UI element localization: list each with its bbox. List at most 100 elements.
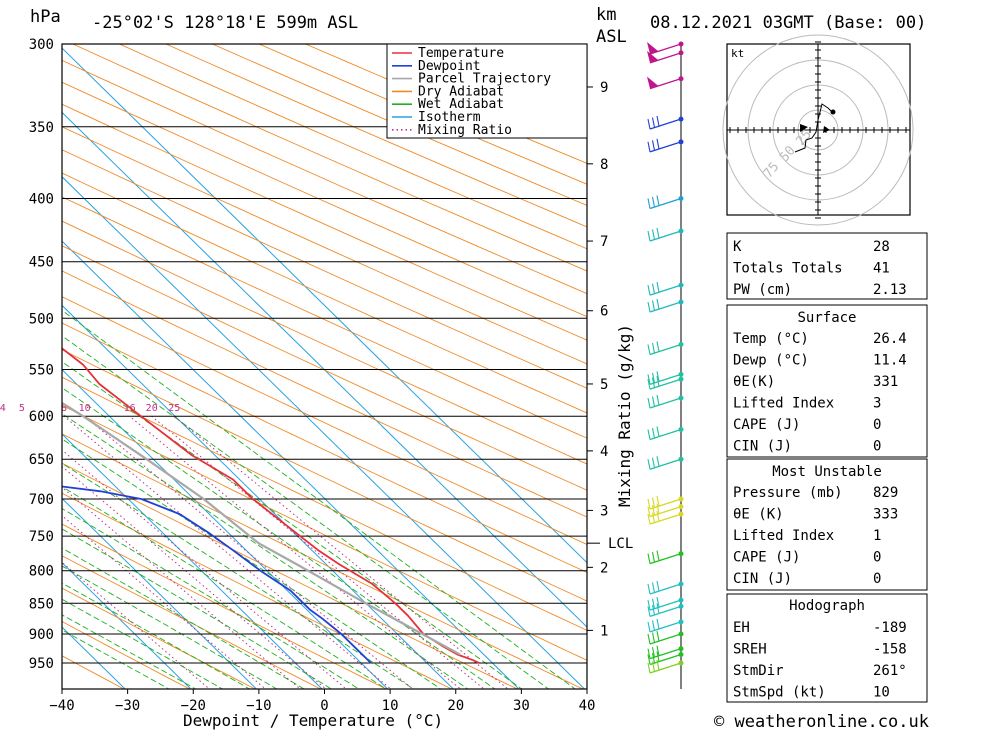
wind-barb-feather xyxy=(656,298,660,310)
isotherm-line xyxy=(62,561,192,689)
pressure-tick-label: 650 xyxy=(29,452,54,468)
wind-barb-feather xyxy=(651,582,656,593)
km-tick-label: 4 xyxy=(600,444,608,460)
index-label: CAPE (J) xyxy=(733,550,800,566)
pressure-tick-label: 600 xyxy=(29,409,54,425)
wind-barb-feather xyxy=(656,645,660,656)
asl-unit: ASL xyxy=(596,27,627,47)
wind-barb-feather xyxy=(656,651,660,662)
index-value: 26.4 xyxy=(873,331,907,347)
wet-adiabat-line xyxy=(62,598,224,689)
hodograph-unit: kt xyxy=(731,47,744,60)
index-value: 41 xyxy=(873,261,890,277)
wind-barb-shaft xyxy=(649,284,682,296)
wind-barb-shaft xyxy=(649,397,682,409)
wind-barb-feather xyxy=(656,426,660,437)
wind-barb-feather xyxy=(651,652,656,664)
x-tick-label: −30 xyxy=(115,698,140,714)
wet-adiabat-line xyxy=(62,614,197,689)
wet-adiabat-line xyxy=(62,387,496,689)
pressure-tick-label: 700 xyxy=(29,492,54,508)
wind-barb-feather xyxy=(651,604,656,616)
table-box xyxy=(726,304,928,458)
pressure-tick-label: 550 xyxy=(29,363,54,379)
wind-barb-shaft xyxy=(649,52,682,64)
wind-barb-shaft xyxy=(649,230,682,242)
wind-barb-shaft xyxy=(649,118,682,130)
table-box xyxy=(726,232,928,300)
isotherm-line xyxy=(62,433,323,689)
index-value: 11.4 xyxy=(873,353,907,369)
pressure-tick-label: 400 xyxy=(29,192,54,208)
dry-adiabat-line xyxy=(62,587,257,689)
wind-barb-pennant xyxy=(647,42,658,54)
index-label: CIN (J) xyxy=(733,439,792,455)
credit: © weatheronline.co.uk xyxy=(714,712,929,732)
x-tick-label: −10 xyxy=(246,698,271,714)
wind-barb-shaft xyxy=(649,343,682,356)
wind-barb-feather xyxy=(656,618,660,630)
dry-adiabat-line xyxy=(164,44,587,228)
wind-barb-shaft xyxy=(649,633,682,645)
wind-barb-shaft xyxy=(649,583,682,595)
pressure-tick-label: 450 xyxy=(29,255,54,271)
dry-adiabat-line xyxy=(62,103,587,341)
wind-barb-feather xyxy=(651,505,656,516)
dry-adiabat-line xyxy=(62,492,453,689)
legend-label: Mixing Ratio xyxy=(418,123,512,138)
pressure-tick-label: 800 xyxy=(29,564,54,580)
table-box xyxy=(726,458,928,591)
km-tick-label: 1 xyxy=(600,623,608,639)
index-label: θE (K) xyxy=(733,507,784,523)
index-label: PW (cm) xyxy=(733,282,792,298)
wind-dot xyxy=(678,456,684,462)
wind-barb-feather xyxy=(656,341,660,352)
index-label: K xyxy=(733,239,742,255)
wet-adiabat-line xyxy=(62,565,278,689)
x-axis-label: Dewpoint / Temperature (°C) xyxy=(183,711,443,730)
pressure-tick-label: 850 xyxy=(29,596,54,612)
pressure-tick-label: 900 xyxy=(29,627,54,643)
temperature-line xyxy=(62,347,480,664)
wind-barb-shaft xyxy=(649,648,682,660)
wind-barb-shaft xyxy=(649,197,682,210)
wind-barb-feather xyxy=(647,429,651,440)
wind-barb-feather xyxy=(651,647,656,658)
x-tick-label: −20 xyxy=(181,698,206,714)
storm-motion-marker xyxy=(800,124,808,132)
wet-adiabat-line xyxy=(62,528,333,689)
wind-barb-feather xyxy=(647,621,651,633)
wind-barb-shaft xyxy=(649,653,682,666)
x-tick-label: 40 xyxy=(579,698,596,714)
index-value: -158 xyxy=(873,642,907,658)
hodograph-trace xyxy=(794,103,833,153)
isotherm-line xyxy=(62,304,455,689)
index-tables: K 28 Totals Totals 41 PW (cm) 2.13 Surface Temp… xyxy=(726,232,928,703)
wind-barb-feather xyxy=(647,459,651,470)
legend-label: Isotherm xyxy=(418,110,481,125)
index-value: 0 xyxy=(873,439,881,455)
wind-barb-feather xyxy=(651,372,656,383)
mixing-ratio-label: 20 xyxy=(146,403,158,414)
wind-barb-shaft xyxy=(649,428,682,441)
wind-barb-feather xyxy=(651,117,656,128)
wind-barb-feather xyxy=(656,195,660,206)
wet-adiabat-line xyxy=(62,413,469,689)
wind-barb-feather xyxy=(647,553,651,564)
wind-barb-feather xyxy=(651,632,656,643)
wind-dot xyxy=(678,395,684,401)
index-label: SREH xyxy=(733,642,767,658)
wind-dot xyxy=(678,597,684,603)
wind-dot xyxy=(678,511,684,517)
wind-barb-feather xyxy=(656,376,660,387)
index-value: 3 xyxy=(873,396,881,412)
wind-barb-feather xyxy=(656,115,660,127)
wet-adiabat-line xyxy=(62,507,360,689)
mixing-ratio-axis-label: Mixing Ratio (g/kg) xyxy=(615,324,634,507)
km-tick-label: 6 xyxy=(600,304,608,320)
axes: 3003504004505005506006507007508008509009… xyxy=(29,37,634,714)
lcl-label: LCL xyxy=(608,536,633,552)
wind-barb-pennant xyxy=(647,76,658,89)
wind-barb-feather xyxy=(647,606,651,617)
